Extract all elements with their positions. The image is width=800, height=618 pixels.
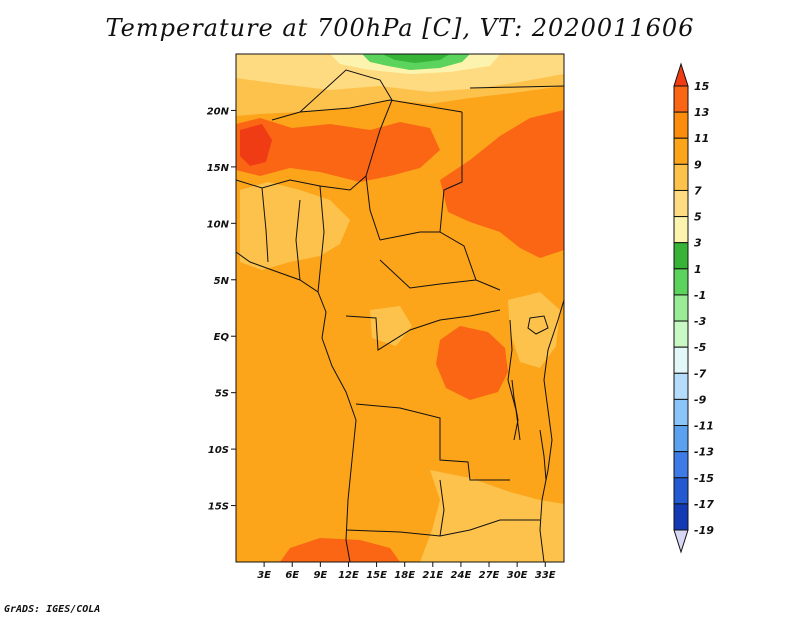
colorbar-segment <box>673 451 689 479</box>
colorbar-segment <box>673 85 689 113</box>
borders <box>236 69 564 562</box>
colorbar-bottom-triangle <box>673 529 689 554</box>
lake-tanganyika <box>511 379 519 441</box>
border-southern <box>345 519 540 537</box>
border-niger-mali <box>271 99 463 121</box>
lon-tick-label: 6E <box>285 570 299 581</box>
field-green-core <box>382 54 450 63</box>
lon-tick-label: 21E <box>422 570 443 581</box>
border-sahel-west <box>236 175 367 191</box>
border-chad-car <box>379 231 440 241</box>
coastline-east-africa <box>539 299 564 562</box>
border-drc-west <box>345 309 501 351</box>
border-namibia <box>439 479 445 537</box>
field-west-hot <box>240 124 272 166</box>
colorbar-segment <box>673 503 689 531</box>
lat-tick-label: 15S <box>208 502 229 513</box>
lat-tick-label: 10N <box>207 219 230 230</box>
colorbar-label: -17 <box>694 498 714 511</box>
field-congo-warm <box>436 326 508 400</box>
lat-tick-label: 20N <box>207 106 230 117</box>
border-sahara <box>299 69 393 241</box>
colorbar-segment <box>673 242 689 270</box>
colorbar-label: -11 <box>694 420 714 433</box>
lat-tick-label: 15N <box>207 163 230 174</box>
lat-tick-label: 5N <box>214 276 230 287</box>
colorbar-segment <box>673 111 689 139</box>
map-frame <box>235 53 565 563</box>
longitude-axis: 3E 6E 9E 12E 15E 18E 21E 24E 27E 30E 33E <box>257 562 556 581</box>
lon-tick-label: 27E <box>479 570 500 581</box>
colorbar-label: 1 <box>694 263 702 276</box>
lon-tick-label: 33E <box>535 570 556 581</box>
chart-title: Temperature at 700hPa [C], VT: 202001160… <box>105 14 695 42</box>
colorbar-label: -15 <box>694 472 714 485</box>
colorbar-label: -3 <box>694 315 707 328</box>
colorbar-segment <box>673 294 689 322</box>
field-south-cool <box>420 470 564 562</box>
field-cameroon-cool <box>370 306 412 346</box>
border-angola <box>355 403 510 481</box>
border-west-coast-states <box>261 185 325 293</box>
colorbar-segment <box>673 189 689 218</box>
field-lakes-cool <box>508 292 560 368</box>
lakes <box>511 315 549 481</box>
colorbar-label: 3 <box>694 237 702 250</box>
border-car-drc <box>379 259 477 289</box>
lon-tick-label: 24E <box>451 570 472 581</box>
colorbar: 15 13 11 9 7 5 3 1 -1 -3 -5 -7 -9 -11 -13 -15 -17 -19 <box>673 62 714 554</box>
lon-tick-label: 18E <box>394 570 415 581</box>
lat-tick-label: EQ <box>214 332 230 343</box>
colorbar-segment <box>673 320 689 348</box>
colorbar-label: -5 <box>694 341 707 354</box>
colorbar-label: 11 <box>694 132 709 145</box>
colorbar-label: 7 <box>694 184 702 197</box>
lon-tick-label: 15E <box>366 570 387 581</box>
colorbar-segment <box>673 477 689 505</box>
colorbar-label: 5 <box>694 211 702 224</box>
colorbar-label: -19 <box>694 524 714 537</box>
field-east-warm <box>440 110 564 258</box>
colorbar-segment <box>673 216 689 244</box>
lake-malawi <box>539 429 547 481</box>
lake-victoria <box>527 315 549 335</box>
colorbar-label: -13 <box>694 446 714 459</box>
lon-tick-label: 3E <box>257 570 271 581</box>
colorbar-segment <box>673 163 689 191</box>
colorbar-segment <box>673 137 689 165</box>
colorbar-label: 13 <box>694 106 710 119</box>
latitude-axis: 20N 15N 10N 5N EQ 5S 10S 15S <box>207 106 236 513</box>
colorbar-segment <box>673 346 689 374</box>
colorbar-segment <box>673 398 689 427</box>
colorbar-segment <box>673 372 689 400</box>
lat-tick-label: 5S <box>215 389 229 400</box>
lon-tick-label: 9E <box>313 570 327 581</box>
lat-tick-label: 10S <box>208 445 229 456</box>
colorbar-segment <box>673 425 689 453</box>
colorbar-top-triangle <box>673 62 689 87</box>
colorbar-label: -1 <box>694 289 706 302</box>
credit-text: GrADS: IGES/COLA <box>4 604 101 615</box>
field-south-warm <box>280 538 400 562</box>
colorbar-label: -9 <box>694 393 707 406</box>
border-east-lakes <box>507 319 521 441</box>
border-north-east <box>469 85 564 89</box>
colorbar-label: -7 <box>694 367 707 380</box>
lon-tick-label: 12E <box>338 570 359 581</box>
temperature-field <box>236 54 564 562</box>
colorbar-label: 9 <box>694 158 702 171</box>
coastline-west-africa <box>236 251 357 562</box>
colorbar-segment <box>673 268 689 296</box>
field-west-warm <box>236 118 440 182</box>
colorbar-label: 15 <box>694 80 710 93</box>
lon-tick-label: 30E <box>507 570 528 581</box>
